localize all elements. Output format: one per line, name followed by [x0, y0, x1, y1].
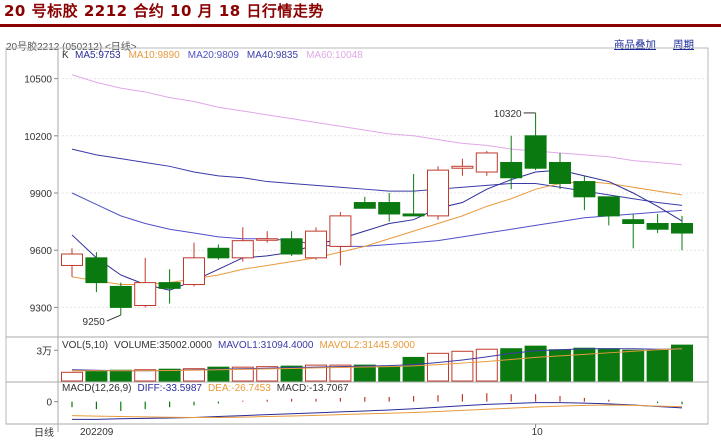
candle-up: [61, 253, 83, 266]
macd-legend-item: MACD:-13.7067: [277, 383, 349, 394]
heading-divider: [0, 24, 721, 27]
volume-bar-down: [549, 349, 571, 382]
low-annotation: 9250: [83, 317, 106, 328]
volume-bar-down: [402, 356, 425, 382]
price-tick-label: 10500: [24, 75, 52, 86]
volume-bar-up: [305, 364, 327, 382]
candle-down: [402, 213, 425, 217]
volume-bar-down: [109, 369, 132, 382]
volume-bar-down: [671, 344, 693, 382]
macd-tick-label: 0: [46, 398, 52, 409]
candle-down: [524, 135, 547, 169]
dea-line: [71, 404, 683, 418]
candle-up: [305, 230, 327, 259]
volume-legend-item: MAVOL2:31445.9000: [319, 340, 415, 351]
candle-down: [646, 223, 669, 230]
x-axis-label: 202209: [80, 427, 114, 438]
volume-bar-down: [622, 349, 645, 382]
candle-down: [85, 257, 108, 284]
price-tick-label: 9600: [30, 246, 53, 257]
price-legend-item: MA40:9835: [247, 50, 299, 61]
volume-tick-label: 3万: [36, 346, 52, 357]
low-marker-line: [106, 314, 121, 322]
volume-bar-down: [158, 368, 181, 382]
candle-down: [622, 219, 645, 225]
candle-down: [671, 223, 693, 234]
volume-bar-down: [500, 348, 523, 382]
price-tick-label: 9300: [30, 303, 53, 314]
high-annotation: 10320: [494, 109, 522, 120]
candle-up: [329, 215, 352, 247]
volume-bar-up: [231, 366, 254, 382]
volume-bar-down: [646, 349, 669, 382]
volume-bar-down: [353, 364, 376, 382]
candle-down: [158, 282, 181, 289]
candle-down: [500, 161, 523, 179]
macd-legend-item: DEA:-26.7453: [208, 383, 271, 394]
volume-legend-item: MAVOL1:31094.4000: [218, 340, 314, 351]
volume-bar-up: [451, 350, 474, 382]
candle-down: [573, 181, 596, 198]
price-legend-item: MA60:10048: [306, 50, 363, 61]
candle-up: [256, 238, 279, 241]
ma60-line: [71, 74, 683, 166]
ma20-line: [71, 192, 683, 247]
volume-bar-down: [573, 347, 596, 382]
volume-bar-up: [475, 348, 498, 382]
candle-down: [353, 202, 376, 209]
volume-bar-down: [207, 366, 230, 382]
volume-legend-item: VOLUME:35002.0000: [114, 340, 212, 351]
page-heading: 20 号标胶 2212 合约 10 月 18 日行情走势: [4, 2, 324, 20]
volume-bar-down: [280, 365, 303, 382]
candle-down: [378, 202, 401, 215]
price-legend-prefix: K: [62, 50, 69, 61]
candle-down: [207, 247, 230, 259]
candle-up: [451, 165, 474, 169]
diff-line: [72, 402, 683, 420]
price-tick-label: 10200: [24, 132, 52, 143]
candle-down: [280, 238, 303, 255]
candle-up: [134, 282, 157, 306]
volume-bar-down: [378, 366, 401, 382]
candle-up: [427, 169, 449, 217]
volume-bar-up: [61, 371, 83, 382]
candle-down: [597, 196, 620, 217]
volume-bar-up: [329, 364, 352, 382]
price-tick-label: 9900: [30, 189, 53, 200]
candle-up: [183, 257, 205, 286]
volume-bar-down: [85, 370, 108, 382]
price-legend-item: MA10:9890: [129, 50, 181, 61]
price-legend-item: MA20:9809: [188, 50, 240, 61]
macd-legend-item: DIFF:-33.5987: [137, 383, 202, 394]
period-footer-label: 日线: [34, 426, 54, 439]
volume-bar-up: [183, 368, 205, 382]
volume-bar-down: [524, 345, 547, 382]
price-legend-item: MA5:9753: [75, 50, 121, 61]
macd-legend-item: MACD(12,26,9): [62, 383, 131, 394]
candle-down: [109, 285, 132, 308]
candle-up: [475, 152, 498, 173]
volume-bar-up: [256, 366, 279, 382]
x-axis-label: 10: [532, 427, 544, 438]
candle-up: [231, 240, 254, 259]
volume-bar-up: [427, 352, 449, 382]
volume-bar-up: [134, 369, 157, 382]
mavol2-line: [72, 348, 683, 372]
candle-down: [549, 161, 571, 184]
volume-legend-item: VOL(5,10): [62, 340, 108, 351]
